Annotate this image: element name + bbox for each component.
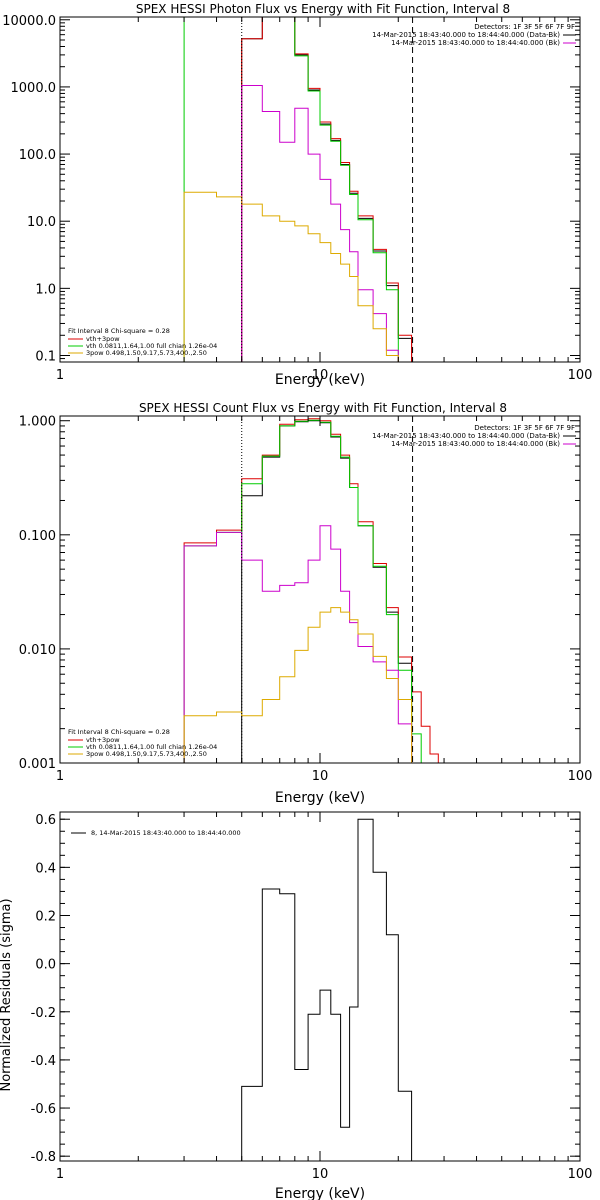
count-axes-frame <box>59 415 581 764</box>
count-data-bk-line: 14-Mar-2015 18:43:40.000 to 18:44:40.000… <box>372 432 560 440</box>
residuals-legend-text: 8, 14-Mar-2015 18:43:40.000 to 18:44:40.… <box>91 829 241 837</box>
residuals-x-tick-label: 100 <box>568 1167 593 1182</box>
residuals-legend: 8, 14-Mar-2015 18:43:40.000 to 18:44:40.… <box>71 829 241 837</box>
residuals-y-tick-label: -0.6 <box>31 1102 56 1117</box>
count-legend: Fit Interval 8 Chi-square = 0.28 vth+3po… <box>68 728 217 758</box>
residuals-x-axis-label: Energy (keV) <box>275 1186 365 1200</box>
count-legend-total: vth+3pow <box>86 736 120 744</box>
photon-x-tick-label: 10 <box>312 368 329 383</box>
photon-detectors-line: Detectors: 1F 3F 5F 6F 7F 9F <box>474 23 575 31</box>
residuals-axes-frame <box>59 811 581 1162</box>
residuals-plot-area <box>241 818 413 1161</box>
photon-header-info: Detectors: 1F 3F 5F 6F 7F 9F 14-Mar-2015… <box>372 23 576 47</box>
photon-y-tick-label: 10000.0 <box>2 14 56 29</box>
count-series-2 <box>183 419 422 763</box>
photon-x-tick-label: 100 <box>568 368 593 383</box>
count-bk-line: 14-Mar-2015 18:43:40.000 to 18:44:40.000… <box>391 440 560 448</box>
count-ticks: 1 10 100 0.001 0.010 0.100 1.000 <box>19 415 593 784</box>
residuals-y-tick-label: 0.2 <box>35 909 56 924</box>
photon-x-axis-label: Energy (keV) <box>275 372 365 388</box>
photon-axes-frame <box>59 16 581 363</box>
count-series-3 <box>183 525 413 763</box>
residuals-x-tick-label: 10 <box>312 1167 329 1182</box>
count-series-1 <box>183 418 439 763</box>
residuals-y-tick-label: 0.4 <box>35 861 56 876</box>
photon-legend-total: vth+3pow <box>86 335 120 343</box>
photon-x-tick-label: 1 <box>56 368 64 383</box>
residuals-panel: 1 10 100 -0.8 -0.6 -0.4 -0.2 0.0 0.2 0.4 0.6 Energ… <box>0 811 593 1200</box>
residuals-series-0 <box>241 818 413 1161</box>
photon-series-3 <box>241 85 399 362</box>
photon-y-tick-label: 10.0 <box>27 215 56 230</box>
residuals-ticks: 1 10 100 -0.8 -0.6 -0.4 -0.2 0.0 0.2 0.4 0.6 <box>31 812 593 1182</box>
residuals-y-axis-label: Normalized Residuals (sigma) <box>0 898 14 1091</box>
count-x-tick-label: 10 <box>312 769 329 784</box>
photon-legend: Fit Interval 8 Chi-square = 0.28 vth+3po… <box>68 327 217 357</box>
count-legend-thermal: vth 0.0811,1.64,1.00 full chian 1.26e-04 <box>86 743 217 751</box>
residuals-y-tick-label: -0.2 <box>31 1006 56 1021</box>
count-x-tick-label: 100 <box>568 769 593 784</box>
residuals-y-tick-label: 0.0 <box>35 958 56 973</box>
count-header-info: Detectors: 1F 3F 5F 6F 7F 9F 14-Mar-2015… <box>372 424 576 448</box>
residuals-y-tick-label: -0.4 <box>31 1054 56 1069</box>
photon-series-4 <box>183 191 399 362</box>
photon-bk-line: 14-Mar-2015 18:43:40.000 to 18:44:40.000… <box>391 39 560 47</box>
count-y-tick-label: 0.010 <box>19 643 56 658</box>
photon-legend-powerlaw: 3pow 0.498,1.50,9.17,5.73,400.,2.50 <box>86 349 207 357</box>
count-detectors-line: Detectors: 1F 3F 5F 6F 7F 9F <box>474 424 575 432</box>
count-plot-area <box>183 416 439 763</box>
photon-plot-area <box>183 16 414 362</box>
residuals-x-tick-label: 1 <box>56 1167 64 1182</box>
photon-y-tick-label: 1.0 <box>35 282 56 297</box>
count-flux-panel: SPEX HESSI Count Flux vs Energy with Fit… <box>19 401 593 806</box>
count-legend-fit-info: Fit Interval 8 Chi-square = 0.28 <box>68 728 170 736</box>
photon-series-0 <box>241 16 413 362</box>
photon-y-tick-label: 0.1 <box>35 349 56 364</box>
count-y-tick-label: 1.000 <box>19 415 56 430</box>
photon-ticks: 1 10 100 0.1 1.0 10.0 100.0 1000.0 10000.0 <box>2 14 592 383</box>
photon-y-tick-label: 1000.0 <box>11 81 57 96</box>
photon-legend-thermal: vth 0.0811,1.64,1.00 full chian 1.26e-04 <box>86 342 217 350</box>
photon-data-bk-line: 14-Mar-2015 18:43:40.000 to 18:44:40.000… <box>372 31 560 39</box>
photon-series-2 <box>183 16 399 362</box>
count-y-tick-label: 0.100 <box>19 529 56 544</box>
count-series-4 <box>183 607 413 763</box>
count-legend-powerlaw: 3pow 0.498,1.50,9.17,5.73,400.,2.50 <box>86 750 207 758</box>
photon-series-1 <box>241 16 413 362</box>
count-y-tick-label: 0.001 <box>19 757 56 772</box>
photon-flux-panel: SPEX HESSI Photon Flux vs Energy with Fi… <box>2 2 592 388</box>
residuals-y-tick-label: 0.6 <box>35 813 56 828</box>
count-x-tick-label: 1 <box>56 769 64 784</box>
photon-chart-title: SPEX HESSI Photon Flux vs Energy with Fi… <box>136 2 510 16</box>
photon-legend-fit-info: Fit Interval 8 Chi-square = 0.28 <box>68 327 170 335</box>
photon-y-tick-label: 100.0 <box>19 148 56 163</box>
count-chart-title: SPEX HESSI Count Flux vs Energy with Fit… <box>139 401 507 415</box>
count-x-axis-label: Energy (keV) <box>275 790 365 806</box>
residuals-y-tick-label: -0.8 <box>31 1150 56 1165</box>
